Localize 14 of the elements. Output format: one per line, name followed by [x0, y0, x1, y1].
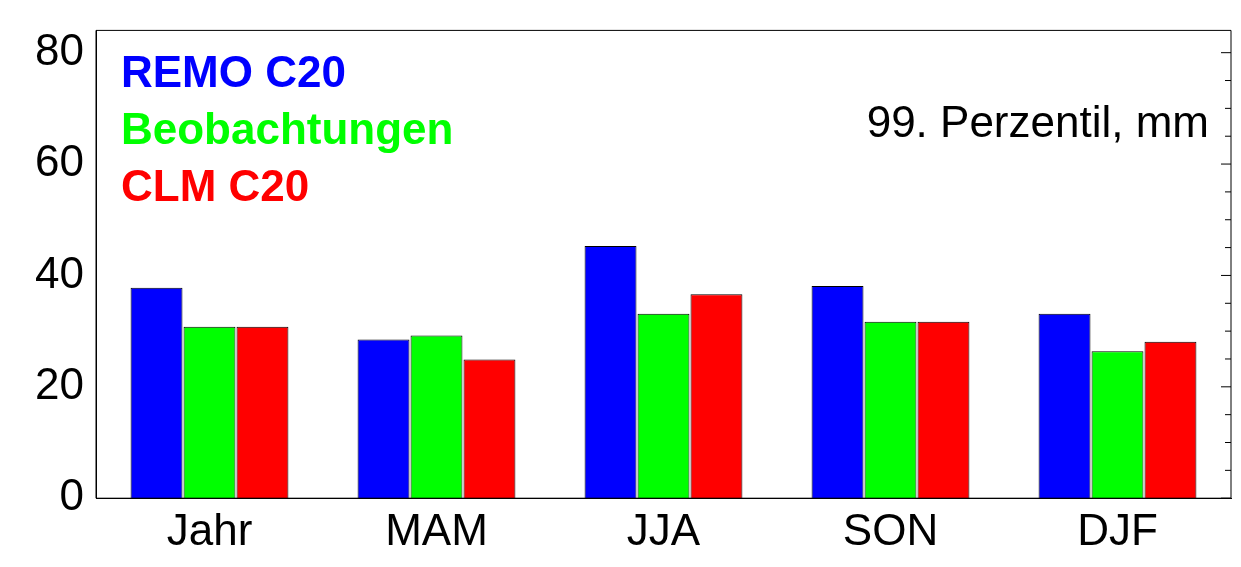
- y-tick-label: 20: [35, 358, 84, 408]
- y-tick-label: 80: [35, 24, 84, 74]
- annotation: 99. Perzentil, mm: [866, 96, 1209, 146]
- y-tick-label: 60: [35, 136, 84, 186]
- text: CLM C20: [121, 160, 310, 210]
- y-tick-label: 40: [35, 247, 84, 297]
- x-tick-label: SON: [842, 504, 939, 554]
- x-tick-label: JJA: [626, 504, 701, 554]
- x-tick-label: MAM: [385, 504, 488, 554]
- x-tick-label: Jahr: [166, 504, 253, 554]
- text: REMO C20: [121, 46, 346, 96]
- text: Beobachtungen: [121, 103, 454, 153]
- x-tick-label: DJF: [1077, 504, 1158, 554]
- y-tick-label: 0: [59, 470, 84, 520]
